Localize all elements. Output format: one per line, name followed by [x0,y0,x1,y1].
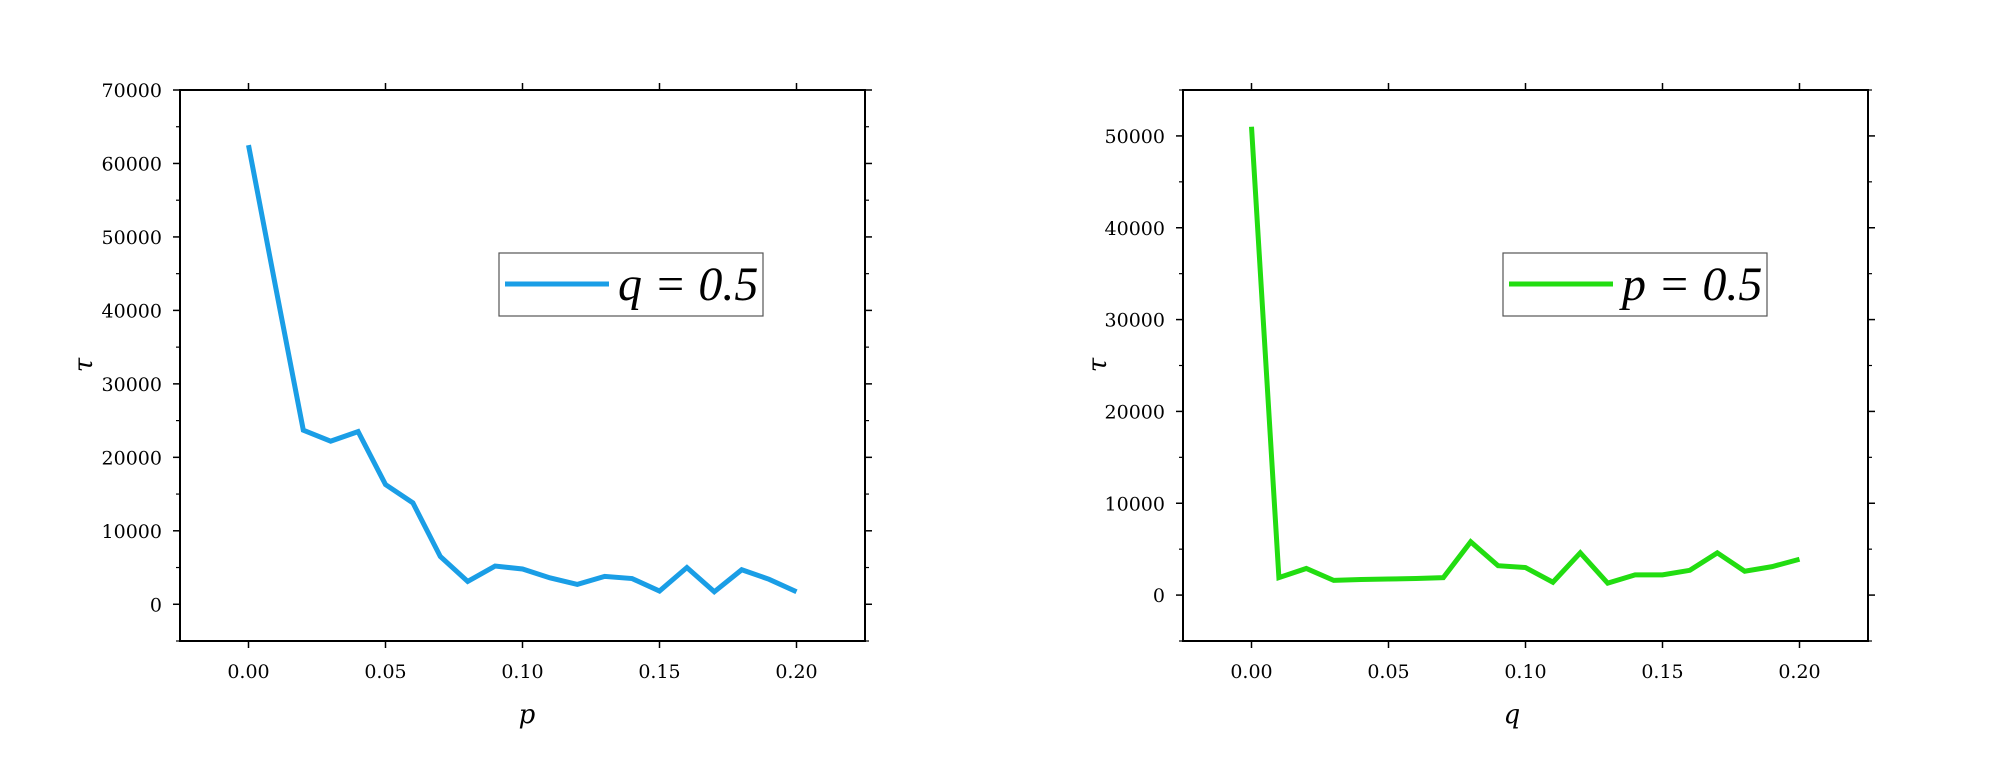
x-tick-label: 0.00 [227,661,269,683]
legend: q = 0.5 [498,252,764,317]
x-ticks: 0.00 0.05 0.10 0.15 0.20 [1230,83,1821,683]
y-axis-title: τ [69,357,99,372]
left-chart: 0.00 0.05 0.10 0.15 0.20 0 10000 20000 30000 400… [69,80,872,730]
y-tick-label: 50000 [1105,126,1165,148]
x-tick-label: 0.15 [638,661,680,683]
legend-label: q = 0.5 [618,258,758,311]
y-tick-label: 10000 [102,521,162,543]
y-axis-title: τ [1083,357,1113,372]
legend-box [1502,252,1768,317]
y-tick-label: 40000 [1105,218,1165,240]
x-ticks: 0.00 0.05 0.10 0.15 0.20 [227,83,818,683]
y-tick-label: 10000 [1105,493,1165,515]
y-tick-label: 30000 [102,374,162,396]
x-tick-label: 0.05 [1367,661,1409,683]
x-axis-title: q [1504,700,1521,730]
y-ticks: 0 10000 20000 30000 40000 50000 60000 70000 [102,80,872,642]
right-chart: 0.00 0.05 0.10 0.15 0.20 0 10000 20000 30000 400… [1083,83,1875,730]
series-line [246,144,798,596]
y-tick-label: 0 [1153,585,1165,607]
x-tick-label: 0.20 [1778,661,1820,683]
y-tick-label: 20000 [1105,401,1165,423]
y-tick-label: 50000 [102,227,162,249]
y-tick-label: 60000 [102,153,162,175]
legend: p = 0.5 [1502,252,1768,317]
y-tick-label: 0 [150,594,162,616]
y-tick-label: 70000 [102,80,162,102]
y-tick-label: 40000 [102,300,162,322]
x-tick-label: 0.00 [1230,661,1272,683]
x-axis-title: p [519,700,536,730]
x-tick-label: 0.15 [1641,661,1683,683]
legend-label: p = 0.5 [1619,258,1762,311]
x-tick-label: 0.05 [364,661,406,683]
x-tick-label: 0.10 [501,661,543,683]
series-layer [246,144,798,596]
y-ticks: 0 10000 20000 30000 40000 50000 [1105,89,1875,642]
y-tick-label: 30000 [1105,310,1165,332]
x-tick-label: 0.10 [1504,661,1546,683]
series-line [1249,126,1801,586]
x-tick-label: 0.20 [775,661,817,683]
series-layer [1249,126,1801,586]
y-tick-label: 20000 [102,447,162,469]
